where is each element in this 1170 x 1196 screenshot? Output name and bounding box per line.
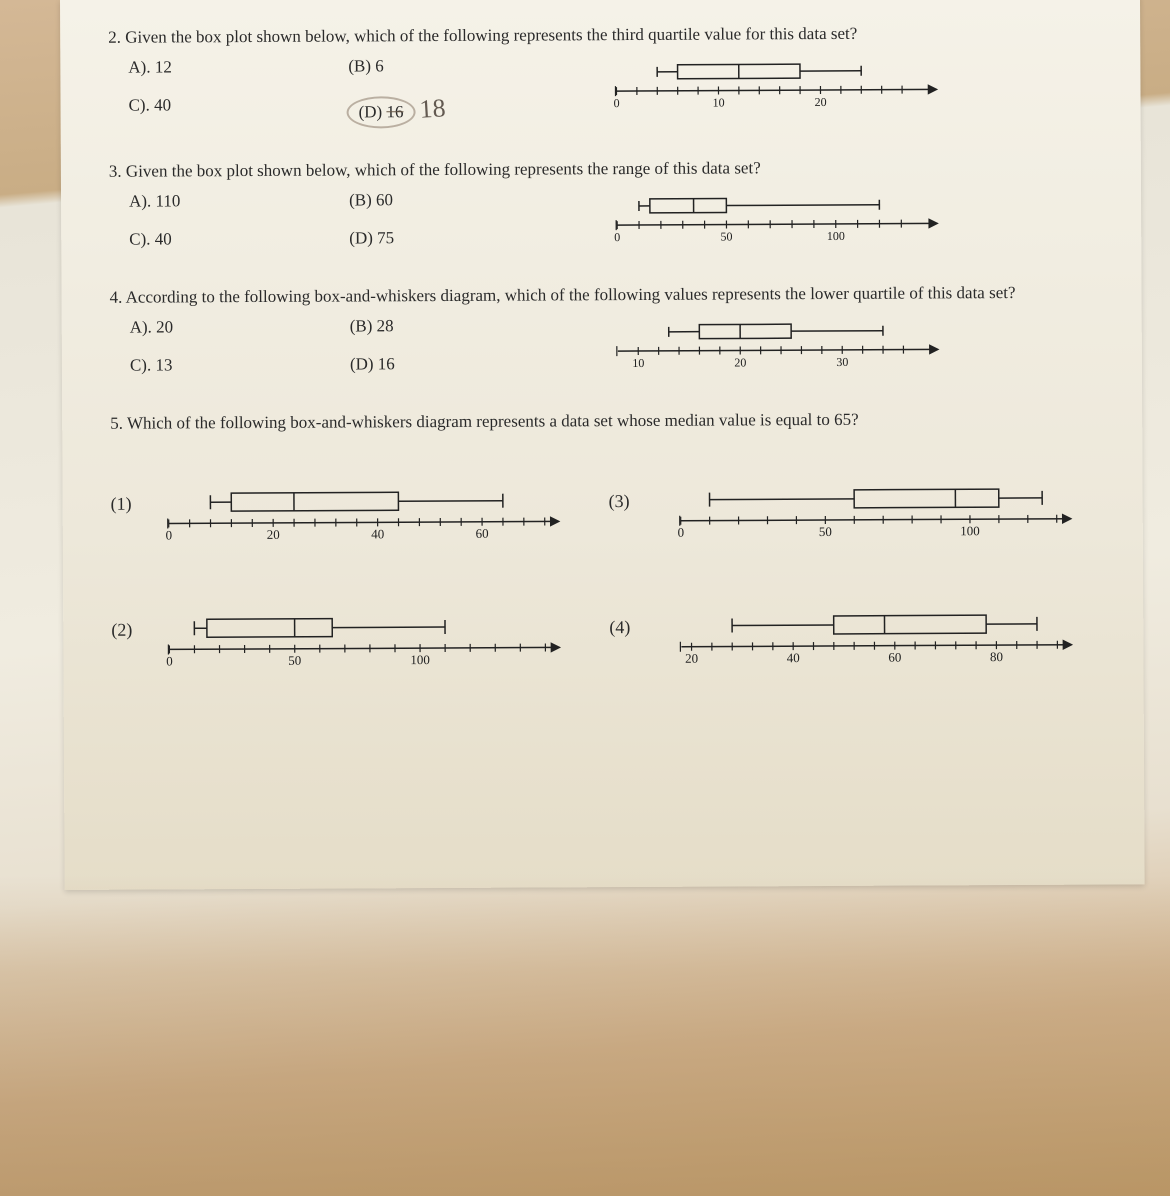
q4-choices: A). 20 (B) 28 10 20 30 C). 13 (D) 16 [130, 312, 1112, 379]
svg-text:100: 100 [410, 652, 430, 667]
q5-opt1-plot-slot: 0 20 40 60 [160, 461, 600, 543]
q4: 4. According to the following box-and-wh… [110, 282, 1112, 307]
q5-opt4-label: (4) [609, 616, 665, 637]
svg-text:50: 50 [819, 524, 832, 539]
q3-choice-d: (D) 75 [349, 227, 609, 252]
svg-text:20: 20 [815, 95, 827, 109]
q2-choice-d-strike: 16 [386, 102, 403, 121]
q2-choice-a: A). 12 [128, 56, 348, 81]
svg-text:50: 50 [720, 229, 732, 243]
q5-opt3-boxplot: 0 50 100 [672, 459, 1072, 541]
svg-text:30: 30 [836, 355, 848, 369]
q3-text: Given the box plot shown below, which of… [126, 158, 761, 180]
q2-number: 2. [108, 28, 121, 47]
q4-choice-c: C). 13 [130, 354, 350, 379]
q5-opt3-label: (3) [609, 490, 665, 511]
q5-opt2-boxplot: 0 50 100 [161, 587, 561, 669]
q3-boxplot: 0 50 100 [609, 187, 939, 245]
q3-choice-a: A). 110 [129, 190, 349, 215]
svg-text:10: 10 [713, 96, 725, 110]
q4-boxplot: 10 20 30 [610, 313, 940, 371]
svg-text:20: 20 [734, 355, 746, 369]
q2-choice-d-label: (D) [359, 102, 383, 121]
svg-text:20: 20 [685, 651, 698, 666]
svg-text:50: 50 [288, 653, 301, 668]
svg-text:80: 80 [990, 649, 1003, 664]
svg-text:20: 20 [267, 527, 280, 542]
q3-plot-slot: 0 50 100 [609, 186, 1111, 245]
q5: 5. Which of the following box-and-whiske… [110, 408, 1112, 433]
q4-text: According to the following box-and-whisk… [126, 283, 1016, 307]
svg-text:0: 0 [166, 653, 173, 668]
worksheet-page: 2. Given the box plot shown below, which… [60, 0, 1145, 890]
q4-choice-d: (D) 16 [350, 353, 610, 378]
svg-text:0: 0 [614, 96, 620, 110]
q2: 2. Given the box plot shown below, which… [108, 23, 1110, 48]
q5-opt4-boxplot: 20 40 60 80 [673, 585, 1073, 667]
q5-opt4-plot-slot: 20 40 60 80 [673, 584, 1113, 666]
q2-plot-slot: 0 10 20 [608, 53, 1110, 112]
q3: 3. Given the box plot shown below, which… [109, 157, 1111, 182]
q3-choice-c: C). 40 [129, 228, 349, 253]
q5-opt1-label: (1) [111, 493, 153, 514]
q2-choices: A). 12 (B) 6 0 10 20 C). 40 (D) 16 18 [128, 53, 1110, 128]
q3-choices: A). 110 (B) 60 0 50 100 C). 40 (D) 75 [129, 186, 1111, 253]
q4-choice-a: A). 20 [130, 316, 350, 341]
svg-text:10: 10 [632, 356, 644, 370]
svg-text:100: 100 [827, 229, 845, 243]
q4-number: 4. [110, 288, 123, 307]
svg-text:100: 100 [960, 523, 980, 538]
q5-opt3-plot-slot: 0 50 100 [672, 458, 1112, 540]
q2-choice-b: (B) 6 [348, 55, 608, 80]
q2-text: Given the box plot shown below, which of… [125, 24, 857, 47]
desk-background [0, 876, 1170, 1196]
q4-choice-b: (B) 28 [350, 315, 610, 340]
q5-opt2-plot-slot: 0 50 100 [161, 587, 601, 669]
q2-boxplot: 0 10 20 [608, 53, 938, 111]
q3-choice-b: (B) 60 [349, 189, 609, 214]
q5-options: (1) 0 20 40 60 (3) 0 50 100 (2) 0 50 100 (4) 20… [110, 458, 1113, 669]
q2-choice-d-handwritten: 18 [419, 93, 447, 124]
q2-choice-d: (D) 16 18 [348, 93, 608, 126]
svg-text:40: 40 [787, 650, 800, 665]
q5-text: Which of the following box-and-whiskers … [127, 410, 859, 433]
q4-plot-slot: 10 20 30 [610, 312, 1112, 371]
svg-text:60: 60 [476, 526, 489, 541]
q5-number: 5. [110, 414, 123, 433]
svg-text:0: 0 [614, 230, 620, 244]
svg-text:40: 40 [371, 526, 384, 541]
svg-text:60: 60 [888, 650, 901, 665]
svg-text:0: 0 [678, 525, 685, 540]
q2-choice-c: C). 40 [129, 94, 349, 119]
q3-number: 3. [109, 162, 122, 181]
q5-opt1-boxplot: 0 20 40 60 [160, 461, 560, 543]
svg-text:0: 0 [166, 527, 173, 542]
q5-opt2-label: (2) [111, 619, 153, 640]
